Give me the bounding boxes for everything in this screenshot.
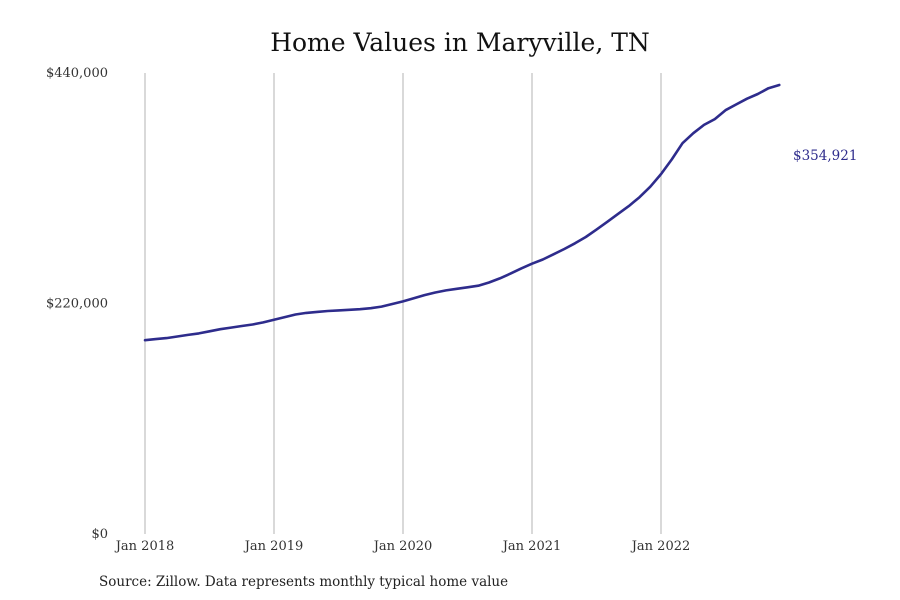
x-tick-label: Jan 2022 xyxy=(630,539,691,554)
y-tick-label: $440,000 xyxy=(46,66,108,81)
series-lines xyxy=(143,83,781,342)
y-tick-label: $220,000 xyxy=(46,297,108,312)
y-tick-label: $0 xyxy=(91,527,108,542)
x-axis-ticks: Jan 2018 Jan 2019 Jan 2020 Jan 2021 Jan 2022 xyxy=(114,539,691,554)
y-axis-ticks: $0 $220,000 $440,000 xyxy=(46,66,108,542)
x-tick-label: Jan 2021 xyxy=(501,539,562,554)
series-line-0 xyxy=(143,83,781,342)
source-note: Source: Zillow. Data represents monthly … xyxy=(99,574,508,590)
chart-title: Home Values in Maryville, TN xyxy=(270,28,650,57)
gridlines xyxy=(144,73,662,534)
x-tick-label: Jan 2019 xyxy=(243,539,304,554)
end-value-label: $354,921 xyxy=(793,148,857,164)
x-tick-label: Jan 2020 xyxy=(372,539,433,554)
x-tick-label: Jan 2018 xyxy=(114,539,175,554)
